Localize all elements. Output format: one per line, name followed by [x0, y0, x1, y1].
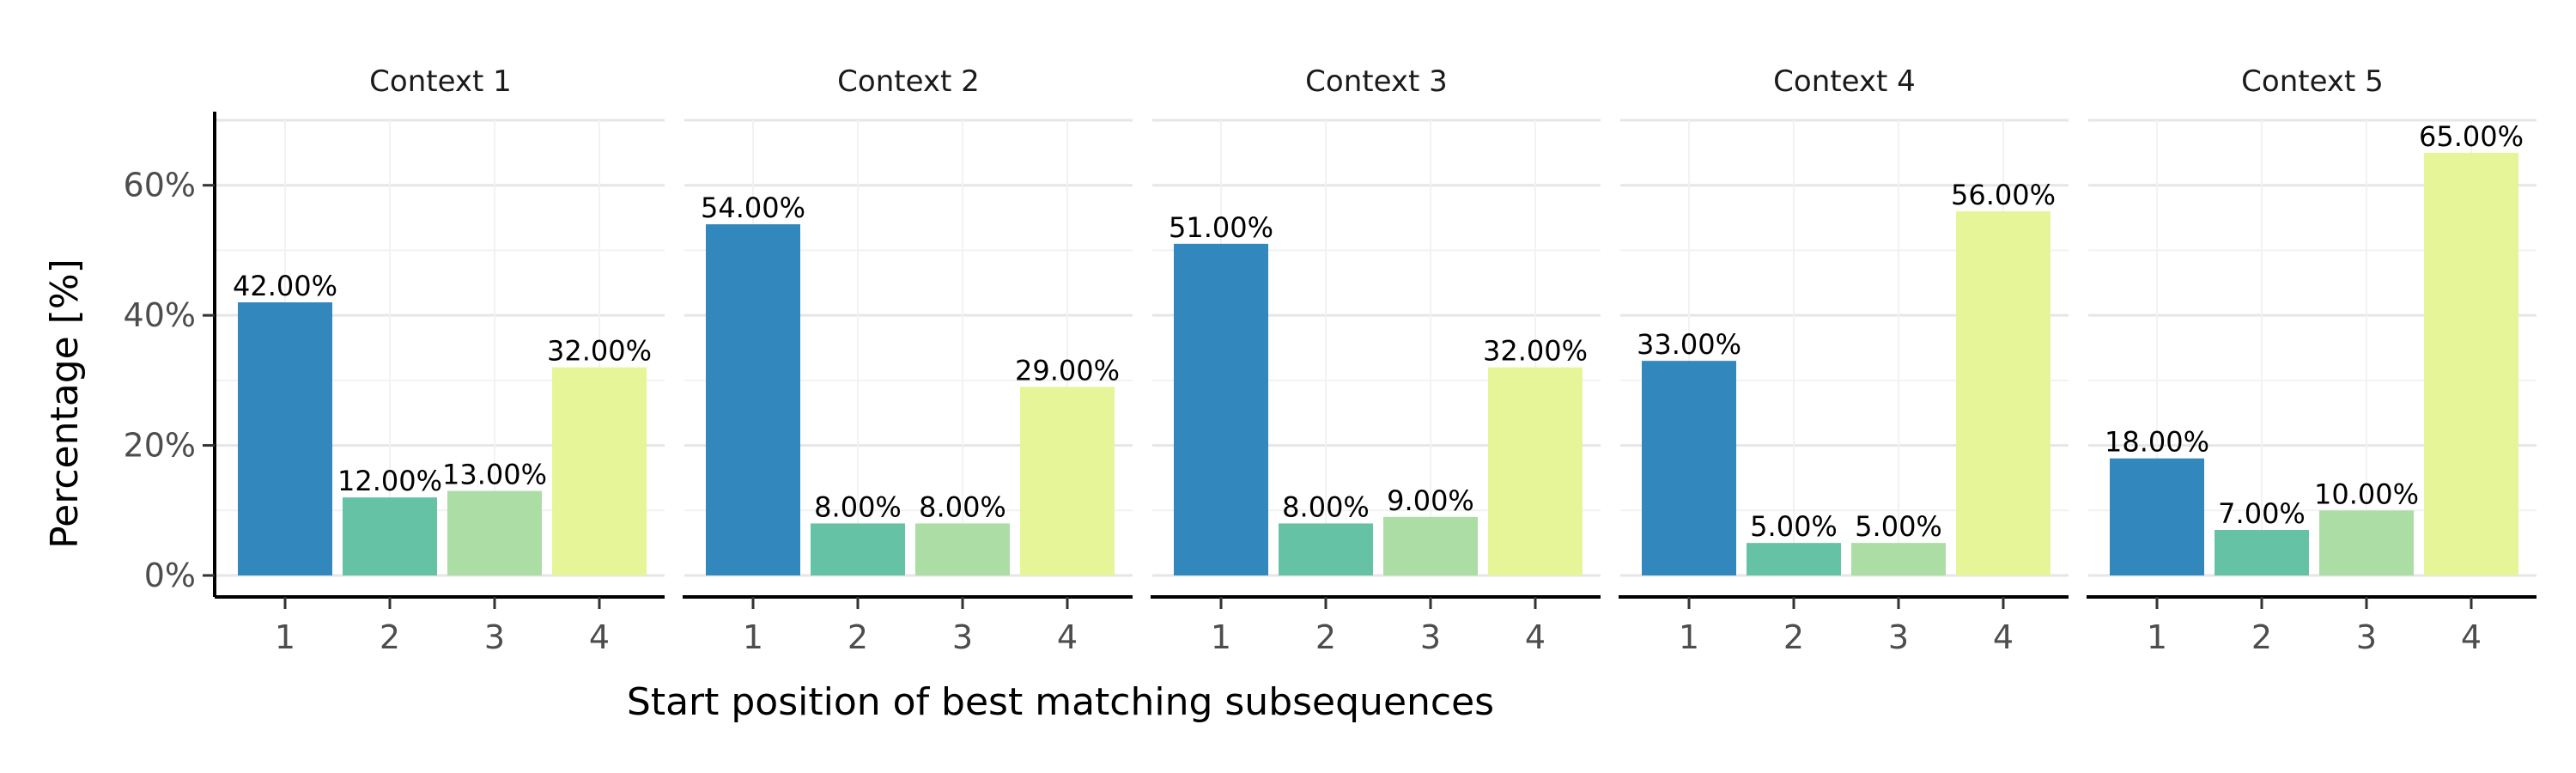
- x-tick-label: 1: [275, 618, 295, 656]
- x-tick-label: 4: [589, 618, 610, 656]
- x-tick-label: 3: [1420, 618, 1441, 656]
- x-tick-label: 1: [743, 618, 763, 656]
- facet-title: Context 2: [837, 64, 980, 99]
- x-tick-label: 1: [1679, 618, 1699, 656]
- bar-value-label: 42.00%: [233, 270, 337, 302]
- x-tick-label: 1: [2147, 618, 2167, 656]
- x-tick-label: 3: [484, 618, 505, 656]
- facet-title: Context 4: [1773, 64, 1916, 99]
- facet-title: Context 3: [1305, 64, 1448, 99]
- y-tick-label: 20%: [124, 427, 196, 465]
- bar: [238, 302, 332, 575]
- x-tick-label: 2: [380, 618, 400, 656]
- bar: [1020, 386, 1115, 575]
- bar: [1488, 367, 1583, 575]
- bar-value-label: 10.00%: [2314, 478, 2419, 510]
- y-tick-label: 0%: [144, 557, 196, 594]
- x-tick-label: 1: [1211, 618, 1231, 656]
- bar-value-label: 51.00%: [1169, 211, 1273, 244]
- bar-value-label: 8.00%: [814, 490, 902, 523]
- axes-layer: [203, 112, 2537, 609]
- bar-value-label: 32.00%: [1483, 335, 1588, 368]
- x-tick-label: 3: [1888, 618, 1909, 656]
- x-tick-label: 4: [1993, 618, 2014, 656]
- bar: [2110, 458, 2204, 575]
- bar-value-label: 5.00%: [1855, 510, 1942, 543]
- facet-title: Context 1: [369, 64, 512, 99]
- bar: [343, 497, 437, 575]
- bar: [1174, 243, 1268, 575]
- bar-value-label: 13.00%: [442, 459, 547, 491]
- bar: [2215, 530, 2309, 575]
- bar-value-label: 54.00%: [701, 192, 805, 224]
- bars-layer: [238, 152, 2518, 575]
- x-tick-label: 3: [952, 618, 973, 656]
- bar: [1642, 361, 1736, 575]
- bar-value-label: 5.00%: [1750, 510, 1838, 543]
- bar-value-label: 65.00%: [2419, 120, 2524, 153]
- bar: [2319, 510, 2414, 575]
- bar-value-label: 33.00%: [1637, 328, 1741, 361]
- x-tick-label: 4: [2461, 618, 2482, 656]
- y-axis-title: Percentage [%]: [43, 259, 87, 549]
- bar: [915, 523, 1010, 575]
- bar: [447, 490, 542, 575]
- y-tick-label: 40%: [124, 296, 196, 334]
- labels-layer: 0% 20% 40% 60% Context 1 42.00% 1 12.00% 2 13.00%…: [124, 64, 2524, 656]
- bar: [1956, 211, 2050, 575]
- bar-value-label: 7.00%: [2218, 497, 2306, 530]
- x-tick-label: 4: [1057, 618, 1078, 656]
- bar-value-label: 32.00%: [547, 335, 652, 368]
- bar-value-label: 18.00%: [2105, 426, 2209, 459]
- bar-value-label: 56.00%: [1951, 179, 2056, 211]
- facet-title: Context 5: [2241, 64, 2384, 99]
- bar: [1747, 543, 1841, 575]
- bar: [1851, 543, 1946, 575]
- bar: [2424, 152, 2518, 575]
- x-tick-label: 2: [1315, 618, 1336, 656]
- bar-value-label: 8.00%: [1282, 490, 1370, 523]
- bar: [706, 224, 800, 575]
- x-axis-title: Start position of best matching subseque…: [627, 680, 1494, 724]
- x-tick-label: 2: [848, 618, 868, 656]
- bar-value-label: 9.00%: [1387, 484, 1474, 517]
- y-tick-label: 60%: [124, 167, 196, 204]
- x-tick-label: 4: [1525, 618, 1546, 656]
- bar: [811, 523, 905, 575]
- bar-value-label: 8.00%: [919, 490, 1006, 523]
- bar: [552, 367, 647, 575]
- x-tick-label: 2: [1783, 618, 1804, 656]
- bar: [1279, 523, 1373, 575]
- x-tick-label: 2: [2251, 618, 2272, 656]
- bar: [1383, 516, 1478, 575]
- x-tick-label: 3: [2356, 618, 2377, 656]
- bar-value-label: 12.00%: [337, 465, 442, 497]
- bar-value-label: 29.00%: [1015, 354, 1120, 386]
